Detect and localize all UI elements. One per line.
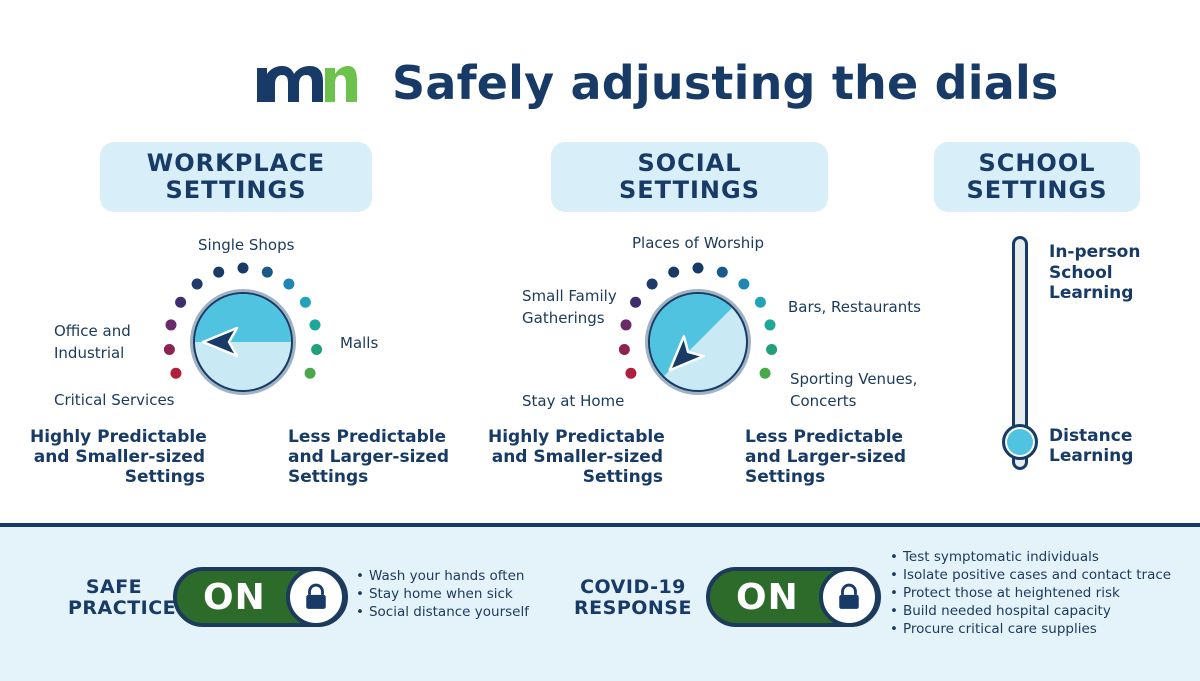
safe-practices-label: SAFE PRACTICES [68, 576, 191, 619]
dial-border [193, 292, 293, 392]
dial-dot [175, 296, 187, 308]
list-item: Isolate positive cases and contact trace [890, 566, 1171, 584]
dial-dot [716, 266, 728, 278]
dial-dot [311, 344, 323, 356]
label-bars-restaurants: Bars, Restaurants [788, 298, 921, 316]
dial-border [648, 292, 748, 392]
list-item: Wash your hands often [356, 567, 529, 585]
dial-dot [738, 278, 750, 290]
dial-dot [283, 278, 295, 290]
workplace-heading: WORKPLACE SETTINGS [100, 142, 372, 212]
workplace-dial-knob[interactable] [163, 262, 323, 396]
dial-dot [165, 319, 177, 331]
toggle-knob [286, 567, 346, 627]
school-bottom-label: Distance Learning [1049, 426, 1134, 466]
label-sporting-1: Sporting Venues, [790, 370, 918, 388]
dial-face [650, 294, 746, 390]
label-office-industrial-2: Industrial [54, 344, 125, 362]
dial-dot [764, 319, 776, 331]
dial-fill [650, 294, 732, 376]
dial-dot [625, 367, 637, 379]
dial-rim [645, 289, 751, 395]
dial-dot [668, 266, 680, 278]
workplace-caption-left: Highly Predictable and Smaller-sized Setti… [30, 427, 207, 487]
dial-dot [163, 344, 175, 356]
safe-practices-toggle[interactable]: ON [173, 567, 348, 627]
label-places-of-worship: Places of Worship [632, 234, 764, 252]
label-critical-services: Critical Services [54, 391, 175, 409]
dial-dot [692, 262, 704, 274]
label-stay-at-home: Stay at Home [522, 392, 625, 410]
list-item: Procure critical care supplies [890, 620, 1171, 638]
list-item: Protect those at heightened risk [890, 584, 1171, 602]
mn-logo [257, 66, 357, 102]
dial-dot [620, 319, 632, 331]
school-slider-track[interactable] [1012, 236, 1028, 470]
toggle-on-label: ON [203, 577, 266, 618]
dial-rim [190, 289, 296, 395]
list-item: Stay home when sick [356, 585, 529, 603]
dial-dot [630, 296, 642, 308]
dial-dot [759, 367, 771, 379]
dial-pointer [668, 335, 705, 372]
school-slider-knob[interactable] [1002, 424, 1038, 460]
dial-dot [309, 319, 321, 331]
dial-dot [618, 344, 630, 356]
dial-dot [261, 266, 273, 278]
lock-icon [306, 583, 326, 609]
dial-dot [754, 296, 766, 308]
label-single-shops: Single Shops [198, 236, 295, 254]
list-item: Build needed hospital capacity [890, 602, 1171, 620]
label-sporting-2: Concerts [790, 392, 857, 410]
safe-practices-list: Wash your hands often Stay home when sic… [356, 567, 529, 621]
label-small-family-2: Gatherings [522, 309, 605, 327]
page-title: Safely adjusting the dials [392, 56, 1059, 110]
social-dial-knob[interactable] [618, 262, 778, 396]
social-caption-right: Less Predictable and Larger-sized Settings [745, 427, 907, 487]
covid-response-toggle[interactable]: ON [706, 567, 881, 627]
list-item: Test symptomatic individuals [890, 548, 1171, 566]
dial-pointer [201, 326, 239, 358]
lock-icon [839, 583, 859, 609]
label-office-industrial-1: Office and [54, 322, 131, 340]
label-small-family-1: Small Family [522, 287, 617, 305]
label-malls: Malls [340, 334, 379, 352]
covid-response-label: COVID-19 RESPONSE [574, 576, 692, 619]
dial-dot [213, 266, 225, 278]
social-heading: SOCIAL SETTINGS [551, 142, 828, 212]
toggle-knob [819, 567, 879, 627]
dial-dot [304, 367, 316, 379]
dial-dot [766, 344, 778, 356]
dial-dot [299, 296, 311, 308]
dial-dot [646, 278, 658, 290]
toggle-on-label: ON [736, 577, 799, 618]
workplace-caption-right: Less Predictable and Larger-sized Settings [288, 427, 450, 487]
dial-dot [170, 367, 182, 379]
social-caption-left: Highly Predictable and Smaller-sized Setti… [488, 427, 665, 487]
school-top-label: In-person School Learning [1049, 242, 1141, 303]
dial-dot [237, 262, 249, 274]
school-heading: SCHOOL SETTINGS [934, 142, 1140, 212]
dial-face [195, 294, 291, 390]
covid-response-list: Test symptomatic individuals Isolate pos… [890, 548, 1171, 638]
list-item: Social distance yourself [356, 603, 529, 621]
dial-fill [195, 294, 291, 342]
dial-dot [191, 278, 203, 290]
